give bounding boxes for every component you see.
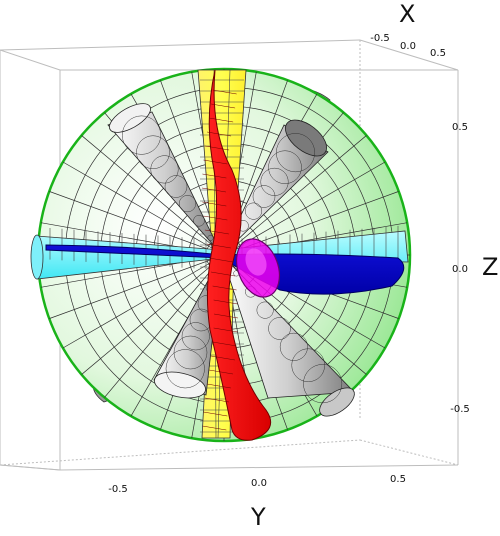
bounding-box	[0, 39, 459, 471]
sphere-meridian	[62, 161, 225, 256]
cone-ring	[276, 133, 315, 173]
axis-ticks: -0.5 0.0 0.5 -0.5 0.0 0.5 0.5 0.0 -0.5	[108, 33, 470, 495]
x-axis-title: X	[399, 0, 415, 28]
ribbon-grid-line	[212, 341, 237, 347]
cone-ring	[164, 175, 188, 198]
ribbon-grid-line	[213, 313, 239, 319]
ribbon-grid-line	[213, 299, 238, 305]
blue-ribbon	[45, 244, 405, 295]
ribbon-grid-line	[203, 411, 228, 417]
ribbon-grid-line	[203, 159, 228, 165]
x-axis-tick-label: 0.0	[400, 41, 416, 52]
sphere-meridian	[104, 254, 225, 398]
cone-ring	[245, 202, 262, 220]
x-axis-tick-label: -0.5	[370, 33, 390, 44]
cone-ring	[136, 135, 170, 169]
cone-icon	[107, 103, 355, 417]
cone-ring	[279, 332, 308, 361]
ribbon-grid-line	[206, 383, 231, 389]
cone-ring	[268, 317, 291, 340]
cone-ring	[193, 215, 205, 227]
z-axis-tick-label: 0.5	[452, 122, 468, 133]
ribbon-icon	[201, 69, 272, 441]
ribbon-grid-line	[206, 243, 231, 249]
cone-ring	[256, 301, 274, 319]
sphere-meridian	[49, 191, 225, 256]
cone-ring	[165, 349, 205, 389]
cone-ring	[291, 348, 325, 382]
ribbon-grid-line	[211, 103, 236, 109]
y-axis-tick-label: 0.0	[251, 478, 267, 489]
cone-ring	[181, 322, 210, 351]
sphere-meridian	[49, 254, 225, 319]
ribbon-grid-line	[207, 131, 232, 137]
ribbon-grid-line	[209, 117, 234, 123]
x-axis-tick-label: 0.5	[430, 48, 446, 59]
ribbon-grid-line	[205, 145, 230, 151]
cone-ring	[122, 115, 161, 155]
cone-ring	[150, 155, 179, 184]
ribbon-grid-line	[208, 257, 234, 263]
ribbon-grid-line	[201, 187, 227, 193]
cone-ring	[179, 195, 196, 213]
ribbon-grid-line	[213, 327, 238, 333]
z-axis-title: Z	[482, 253, 498, 281]
ribbon-grid-line	[212, 89, 237, 95]
cone-ring	[268, 150, 302, 184]
ribbon-grid-line	[203, 215, 228, 221]
ribbon-grid-line	[212, 285, 237, 291]
ribbon-grid-line	[202, 425, 227, 431]
ribbon-grid-line	[202, 173, 227, 179]
y-axis-title: Y	[250, 503, 266, 531]
sphere-meridian	[223, 135, 367, 256]
ribbon-grid-line	[204, 397, 230, 403]
ribbon-grid-line	[209, 369, 234, 375]
ribbon-grid-line	[210, 355, 236, 361]
cone-ring	[207, 234, 214, 241]
disk-icon	[235, 238, 281, 298]
z-axis-tick-label: 0.0	[452, 264, 468, 275]
sphere-meridian	[81, 135, 225, 256]
ribbon-grid-line	[210, 271, 236, 277]
ribbon-grid-line	[202, 201, 227, 207]
z-axis-tick-label: -0.5	[450, 404, 470, 415]
cone-ring	[252, 185, 276, 208]
cone-ring	[173, 335, 208, 370]
y-axis-tick-label: 0.5	[390, 474, 406, 485]
ribbon-grid-line	[204, 229, 229, 235]
sphere-meridian	[81, 254, 225, 375]
sphere-meridian	[62, 254, 225, 349]
cone-ring	[260, 167, 289, 196]
cone-ring	[303, 364, 343, 404]
y-axis-tick-label: -0.5	[108, 484, 128, 495]
